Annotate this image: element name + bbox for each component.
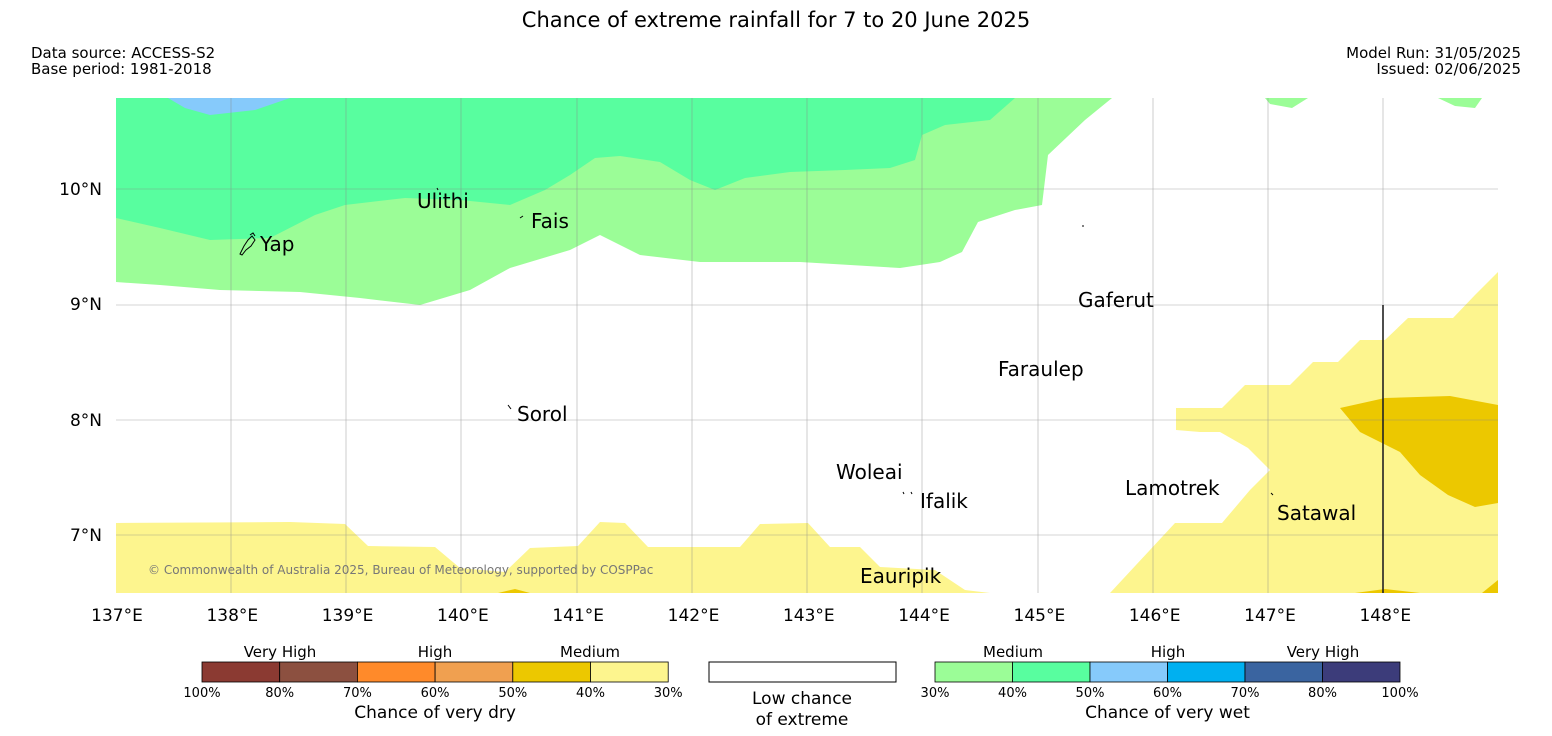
model-run: Model Run: 31/05/2025 (1346, 44, 1521, 62)
lon-label: 143°E (783, 606, 835, 626)
legend-dry-swatch (279, 661, 358, 683)
lat-label-8n: 8°N (70, 411, 102, 431)
satawal-island-icon (1270, 492, 1274, 496)
lon-label: 145°E (1014, 606, 1066, 626)
legend-wet-swatch (1322, 661, 1401, 683)
legend-wet-swatch (1089, 661, 1168, 683)
wet-40-50-region (116, 98, 1015, 240)
gridlines (116, 98, 1498, 593)
legend-dry-swatch (512, 661, 591, 683)
lon-label: 140°E (437, 606, 489, 626)
legend-wet-group-label: Medium (983, 643, 1043, 661)
place-yap: Yap (259, 232, 294, 256)
lat-label-10n: 10°N (59, 180, 102, 200)
yap-island-icon (239, 232, 256, 256)
legend-wet-title: Chance of very wet (1085, 703, 1250, 723)
legend-dry-swatch (356, 661, 436, 683)
place-woleai: Woleai (836, 460, 903, 484)
legend-dry-tick: 70% (343, 686, 372, 701)
wet-30-40-patch-1 (1265, 98, 1308, 108)
sorol-island-icon (507, 404, 512, 410)
dry-30-40-east-region (1110, 272, 1498, 593)
legend-dry-group-label: Very High (244, 643, 317, 661)
base-period: Base period: 1981-2018 (31, 60, 212, 78)
legend-wet-swatch (1244, 661, 1323, 683)
legend-dry-tick: 40% (576, 686, 605, 701)
legend-dry-tick: 80% (265, 686, 294, 701)
place-sorol: Sorol (517, 402, 568, 426)
legend-dry-title: Chance of very dry (354, 703, 516, 723)
meta-right: Model Run: 31/05/2025 Issued: 02/06/2025 (1346, 45, 1521, 77)
place-lamotrek: Lamotrek (1125, 476, 1220, 500)
legend-dry: 100% 80% 70% 60% 50% 40% 30% Very High High Mediu… (183, 643, 682, 723)
lon-label: 137°E (91, 606, 143, 626)
ulithi-island-icon (436, 187, 439, 191)
legend-wet: 30% 40% 50% 60% 70% 80% 100% Medium High Very Hig… (921, 643, 1419, 723)
lon-label: 141°E (552, 606, 604, 626)
copyright-notice: © Commonwealth of Australia 2025, Bureau… (148, 563, 653, 577)
issued-date: Issued: 02/06/2025 (1376, 60, 1521, 78)
map-title: Chance of extreme rainfall for 7 to 20 J… (521, 8, 1031, 32)
legend-dry-swatch (590, 661, 669, 683)
ifalik-island-icon (902, 491, 913, 495)
legend-wet-swatch (1167, 661, 1246, 683)
place-faraulep: Faraulep (998, 357, 1084, 381)
legend-dry-swatch (201, 661, 281, 683)
legend-wet-group-label: High (1151, 643, 1185, 661)
legend-wet-tick: 50% (1076, 686, 1105, 701)
island-markers (239, 187, 1274, 496)
lon-label: 146°E (1129, 606, 1181, 626)
place-ifalik: Ifalik (920, 489, 968, 513)
legend-neutral-line2: of extreme (756, 710, 849, 730)
dry-40-50-patch (1482, 580, 1498, 593)
place-ulithi: Ulithi (417, 189, 469, 213)
fais-island-icon (519, 215, 524, 219)
place-gaferut: Gaferut (1078, 288, 1154, 312)
legend-wet-group-label: Very High (1287, 643, 1360, 661)
lat-label-7n: 7°N (70, 526, 102, 546)
legend-neutral-line1: Low chance (752, 689, 852, 709)
place-satawal: Satawal (1277, 501, 1356, 525)
dry-40-50-patch-2 (1355, 589, 1420, 593)
lon-label: 147°E (1244, 606, 1296, 626)
legend-dry-swatch (434, 661, 514, 683)
lon-label: 144°E (898, 606, 950, 626)
lon-label: 139°E (322, 606, 374, 626)
place-eauripik: Eauripik (860, 564, 942, 588)
legend-wet-tick: 60% (1153, 686, 1182, 701)
legend-wet-swatch (1012, 661, 1091, 683)
legend-neutral: Low chance of extreme (708, 661, 897, 730)
lon-label: 138°E (206, 606, 258, 626)
lon-label: 142°E (668, 606, 720, 626)
legend-wet-tick: 40% (998, 686, 1027, 701)
data-source: Data source: ACCESS-S2 (31, 44, 216, 62)
legend-wet-tick: 100% (1381, 686, 1418, 701)
lon-label: 148°E (1359, 606, 1411, 626)
legend-dry-tick: 30% (654, 686, 683, 701)
wet-30-40-patch-2 (1438, 98, 1482, 108)
meta-left: Data source: ACCESS-S2 Base period: 1981… (31, 45, 215, 77)
legend-dry-tick: 50% (498, 686, 527, 701)
wet-50-60-region (168, 98, 290, 115)
dry-40-50-east-region (1340, 396, 1498, 507)
legend-wet-tick: 30% (921, 686, 950, 701)
legend-dry-tick: 60% (421, 686, 450, 701)
legend-wet-tick: 70% (1231, 686, 1260, 701)
dry-30-40-south-region (116, 522, 990, 593)
legend-wet-tick: 80% (1308, 686, 1337, 701)
legend-dry-tick: 100% (183, 686, 220, 701)
lat-label-9n: 9°N (70, 295, 102, 315)
map-area (116, 98, 1498, 593)
legend-dry-group-label: Medium (560, 643, 620, 661)
legend-dry-group-label: High (418, 643, 452, 661)
dry-40-50-patch-3 (498, 589, 530, 593)
place-fais: Fais (531, 209, 569, 233)
legend-wet-swatch (934, 661, 1013, 683)
legend-neutral-box (708, 661, 897, 683)
